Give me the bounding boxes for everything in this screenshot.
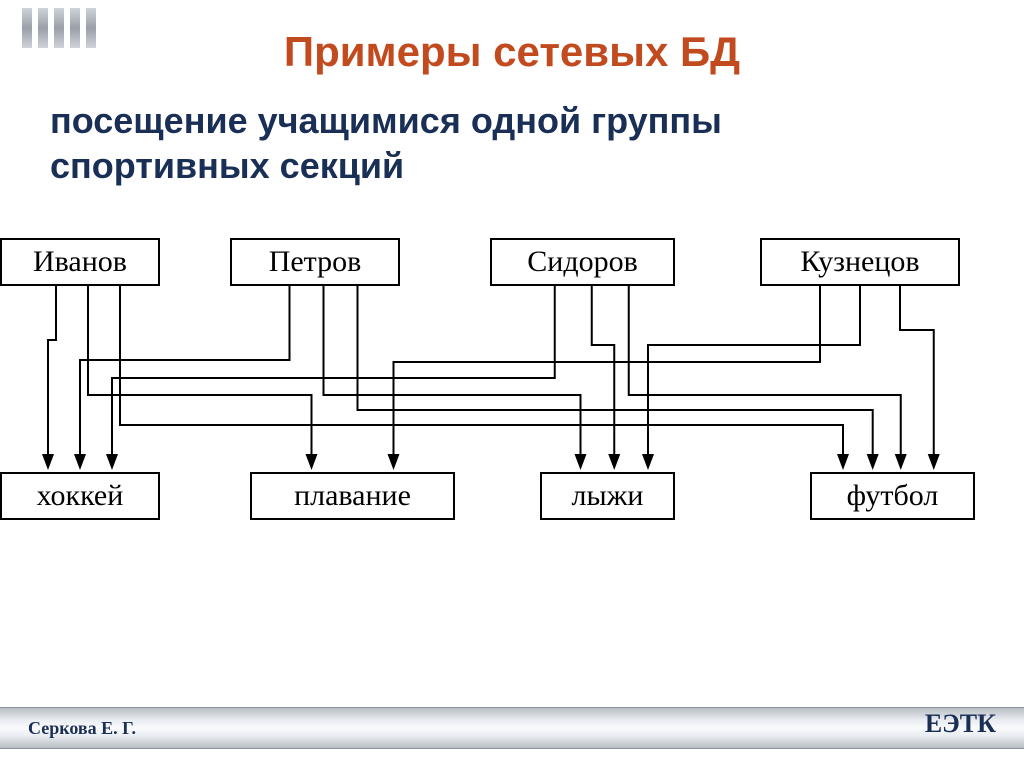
edge-ivanov-swim bbox=[88, 286, 312, 466]
node-football: футбол bbox=[810, 472, 975, 520]
node-swim: плавание bbox=[250, 472, 455, 520]
edge-petrov-hockey bbox=[80, 286, 290, 466]
edge-sidorov-hockey bbox=[112, 286, 555, 466]
edge-kuznetsov-ski bbox=[648, 286, 860, 466]
edge-sidorov-ski bbox=[592, 286, 615, 466]
edge-ivanov-hockey bbox=[48, 286, 56, 466]
edge-petrov-football bbox=[358, 286, 873, 466]
slide: Примеры сетевых БД посещение учащимися о… bbox=[0, 0, 1024, 767]
node-hockey: хоккей bbox=[0, 472, 160, 520]
slide-title: Примеры сетевых БД bbox=[0, 28, 1024, 76]
edge-petrov-ski bbox=[324, 286, 581, 466]
edge-sidorov-football bbox=[629, 286, 901, 466]
node-ivanov: Иванов bbox=[0, 238, 160, 286]
edge-kuznetsov-football bbox=[900, 286, 934, 466]
footer-org: ЕЭТК bbox=[925, 709, 996, 739]
slide-subtitle: посещение учащимися одной группы спортив… bbox=[50, 98, 950, 188]
edge-ivanov-football bbox=[120, 286, 843, 466]
node-petrov: Петров bbox=[230, 238, 400, 286]
footer-bar bbox=[0, 707, 1024, 749]
edge-kuznetsov-swim bbox=[394, 286, 821, 466]
node-ski: лыжи bbox=[540, 472, 675, 520]
node-sidorov: Сидоров bbox=[490, 238, 675, 286]
footer-author: Серкова Е. Г. bbox=[28, 718, 136, 739]
node-kuznetsov: Кузнецов bbox=[760, 238, 960, 286]
